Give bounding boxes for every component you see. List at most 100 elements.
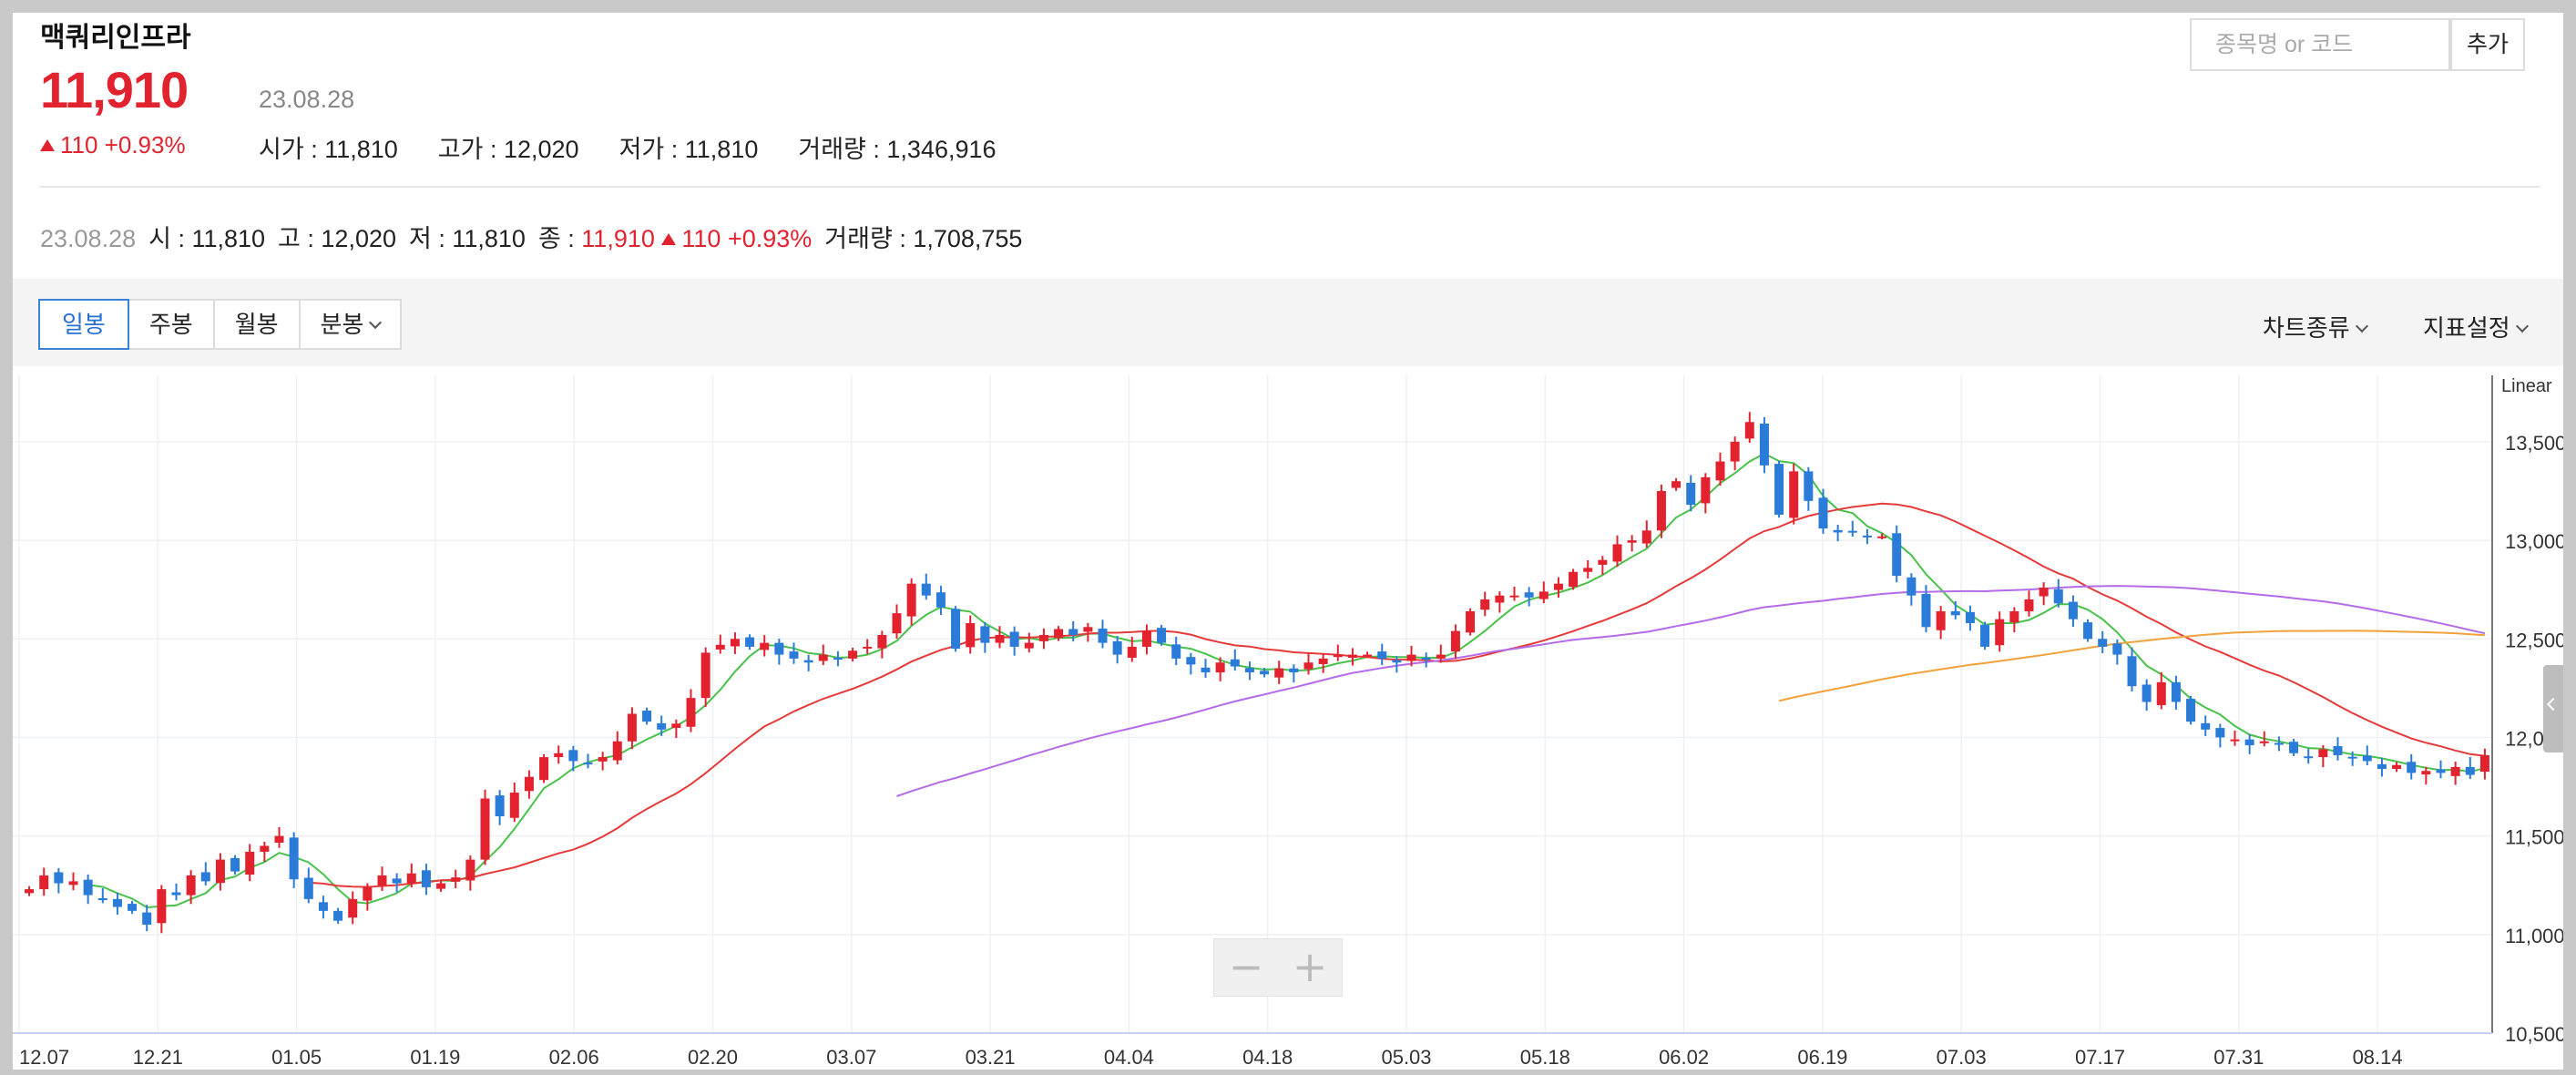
ma5-line [87, 452, 2486, 909]
candle-body [1009, 631, 1019, 647]
candle-body [1127, 646, 1137, 659]
candle-body [333, 910, 343, 921]
candle-body [509, 793, 519, 818]
zoom-out-button[interactable]: − [1228, 942, 1264, 991]
tab-weekly[interactable]: 주봉 [127, 299, 215, 350]
candle-body [980, 626, 990, 643]
candle-body [1421, 658, 1431, 660]
candle-body [1921, 593, 1931, 628]
candle-body [1098, 629, 1108, 643]
candle-body [2039, 588, 2049, 597]
candle-body [1744, 422, 1754, 439]
candle-body [1847, 530, 1857, 533]
candle-body [877, 634, 887, 649]
candle-body [906, 583, 916, 617]
candle-body [524, 776, 534, 792]
candle-body [1892, 533, 1902, 577]
tab-minute[interactable]: 분봉 [298, 299, 403, 350]
chart-type-label: 차트종류 [2263, 314, 2350, 342]
candle-body [1274, 668, 1284, 678]
candle-body [303, 877, 313, 899]
candle-body [1715, 461, 1725, 481]
candle-body [1068, 629, 1078, 635]
candle-body [171, 892, 181, 896]
candle-body [1201, 667, 1211, 673]
candle-body [1553, 583, 1563, 590]
x-tick-label: 07.17 [2075, 1046, 2125, 1069]
candle-body [2186, 699, 2196, 722]
price-chart[interactable]: 13,500 13,000 12,500 12,000 11,500 11,000 10,5… [13, 375, 2566, 1070]
candle-body [966, 622, 976, 648]
candle-body [128, 904, 138, 911]
candle-body [1995, 619, 2005, 646]
candle-body [406, 873, 416, 884]
stat-value: 1,346,916 [886, 136, 997, 163]
candle-body [2244, 739, 2254, 746]
candle-body [97, 898, 107, 901]
candle-body [2098, 639, 2108, 647]
candle-body [774, 642, 784, 655]
chart-type-dropdown[interactable]: 차트종류 [2263, 310, 2368, 343]
candle-body [2215, 728, 2225, 738]
candle-body [935, 592, 946, 608]
candle-body [1524, 592, 1534, 598]
candle-body [1598, 559, 1608, 565]
day-change-percent: +0.93% [727, 225, 813, 252]
candle-body [142, 912, 152, 925]
candle-body [274, 835, 284, 843]
tab-monthly[interactable]: 월봉 [212, 299, 301, 350]
candle-body [1627, 540, 1637, 543]
candle-body [2362, 755, 2372, 762]
candle-body [1083, 627, 1093, 632]
candle-body [1436, 654, 1446, 659]
day-high-label: 고 [278, 225, 301, 252]
candle-body [2318, 749, 2328, 758]
candle-body [598, 757, 608, 762]
candle-body [2333, 745, 2343, 755]
y-tick-label: 13,500 [2505, 432, 2563, 455]
candle-body [1671, 481, 1682, 488]
candle-body [451, 877, 461, 882]
stock-search-input[interactable] [2192, 20, 2448, 69]
candle-body [1612, 544, 1622, 562]
side-panel-handle[interactable] [2543, 665, 2563, 752]
day-low-label: 저 [409, 225, 432, 252]
add-button[interactable]: 추가 [2450, 18, 2525, 71]
candle-body [363, 886, 373, 901]
candle-body [2024, 599, 2034, 611]
x-tick-label: 03.07 [826, 1046, 876, 1069]
candle-body [2009, 610, 2019, 623]
candle-body [1186, 657, 1196, 665]
x-tick-label: 07.03 [1937, 1046, 1987, 1069]
candle-body [1392, 660, 1402, 663]
indicator-settings-dropdown[interactable]: 지표설정 [2423, 310, 2529, 343]
day-open-value: 11,810 [191, 225, 266, 252]
candle-body [642, 711, 652, 722]
candlestick-chart-svg[interactable]: 13,50013,00012,50012,00011,50011,00010,5… [13, 375, 2566, 1070]
candle-body [112, 898, 122, 907]
candle-body [1686, 482, 1696, 506]
candle-body [1333, 654, 1343, 658]
day-close: 종 : 11,910 110 +0.93% [537, 225, 813, 252]
candle-body [1406, 654, 1416, 661]
day-change: 110 +0.93% [661, 225, 812, 252]
candle-body [54, 872, 64, 884]
candle-body [1450, 630, 1460, 652]
candle-body [1215, 662, 1225, 673]
y-tick-label: 11,500 [2505, 826, 2563, 849]
candle-body [1157, 628, 1167, 643]
candle-body [1789, 471, 1799, 518]
candle-body [1054, 629, 1064, 639]
chevron-down-icon [2355, 319, 2368, 333]
candle-body [1289, 668, 1299, 673]
tab-daily[interactable]: 일봉 [38, 299, 129, 350]
candle-body [421, 870, 431, 887]
day-high: 고 : 12,020 [278, 225, 396, 252]
x-tick-label: 12.07 [19, 1046, 69, 1069]
x-tick-label: 12.21 [133, 1046, 183, 1069]
zoom-in-button[interactable]: + [1292, 942, 1328, 991]
candle-body [2171, 681, 2181, 702]
y-tick-label: 10,500 [2505, 1023, 2563, 1046]
candle-body [377, 875, 387, 886]
candle-body [465, 859, 475, 881]
